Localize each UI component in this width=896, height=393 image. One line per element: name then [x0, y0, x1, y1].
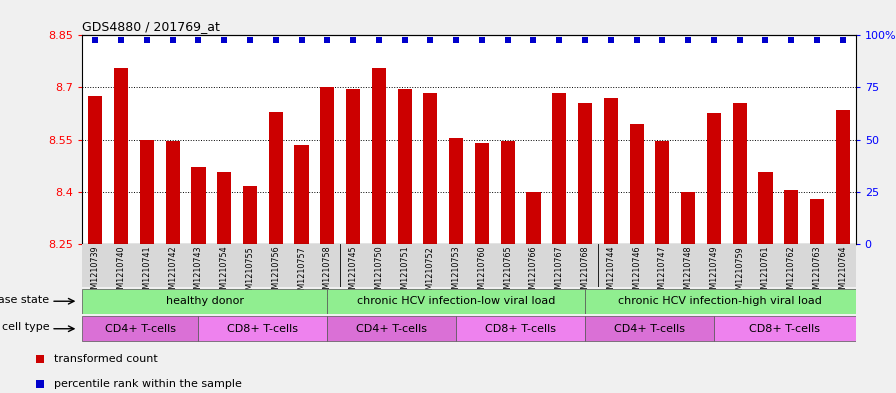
Text: healthy donor: healthy donor — [166, 296, 244, 306]
Text: CD8+ T-cells: CD8+ T-cells — [749, 324, 821, 334]
Text: GSM1210741: GSM1210741 — [142, 246, 151, 299]
Text: GSM1210744: GSM1210744 — [607, 246, 616, 299]
Text: CD8+ T-cells: CD8+ T-cells — [228, 324, 298, 334]
Bar — [398, 89, 411, 244]
Bar — [630, 124, 643, 244]
Bar — [140, 140, 154, 244]
Text: GSM1210758: GSM1210758 — [323, 246, 332, 299]
Bar — [423, 93, 437, 244]
Text: CD8+ T-cells: CD8+ T-cells — [485, 324, 556, 334]
Text: GSM1210759: GSM1210759 — [736, 246, 745, 299]
Text: chronic HCV infection-low viral load: chronic HCV infection-low viral load — [357, 296, 556, 306]
Text: GSM1210762: GSM1210762 — [787, 246, 796, 299]
Text: GSM1210755: GSM1210755 — [246, 246, 254, 299]
Bar — [327, 316, 456, 342]
Bar — [217, 173, 231, 244]
Bar — [681, 191, 695, 244]
Text: percentile rank within the sample: percentile rank within the sample — [54, 379, 242, 389]
Bar — [269, 112, 283, 244]
Text: CD4+ T-cells: CD4+ T-cells — [614, 324, 685, 334]
Bar — [585, 288, 856, 314]
Text: GSM1210740: GSM1210740 — [116, 246, 125, 299]
Bar — [758, 173, 772, 244]
Text: GSM1210767: GSM1210767 — [555, 246, 564, 299]
Bar — [604, 98, 618, 244]
Text: GSM1210752: GSM1210752 — [426, 246, 435, 299]
Text: GSM1210756: GSM1210756 — [271, 246, 280, 299]
Bar — [449, 138, 463, 244]
Text: GSM1210750: GSM1210750 — [375, 246, 383, 299]
Text: GSM1210747: GSM1210747 — [658, 246, 667, 299]
Text: GSM1210745: GSM1210745 — [349, 246, 358, 299]
Bar — [320, 87, 334, 244]
Bar — [552, 93, 566, 244]
Text: GSM1210761: GSM1210761 — [761, 246, 770, 299]
Bar — [114, 68, 128, 244]
Text: GDS4880 / 201769_at: GDS4880 / 201769_at — [82, 20, 220, 33]
Bar — [88, 96, 102, 244]
Bar — [192, 167, 205, 244]
Text: GSM1210739: GSM1210739 — [90, 246, 99, 299]
Bar — [82, 288, 327, 314]
Text: GSM1210764: GSM1210764 — [839, 246, 848, 299]
Bar — [372, 68, 386, 244]
Bar — [346, 89, 360, 244]
Text: GSM1210765: GSM1210765 — [504, 246, 513, 299]
Text: cell type: cell type — [2, 322, 49, 332]
Text: GSM1210757: GSM1210757 — [297, 246, 306, 299]
Bar — [198, 316, 327, 342]
Bar — [295, 145, 308, 244]
Text: GSM1210748: GSM1210748 — [684, 246, 693, 299]
Bar — [784, 190, 798, 244]
Text: GSM1210754: GSM1210754 — [220, 246, 228, 299]
Bar — [243, 186, 257, 244]
Bar — [707, 114, 721, 244]
Text: transformed count: transformed count — [54, 354, 158, 364]
Text: disease state: disease state — [0, 295, 49, 305]
Text: GSM1210768: GSM1210768 — [581, 246, 590, 299]
Bar — [327, 288, 585, 314]
Text: GSM1210763: GSM1210763 — [813, 246, 822, 299]
Bar — [82, 316, 198, 342]
Bar — [585, 316, 714, 342]
Text: GSM1210749: GSM1210749 — [710, 246, 719, 299]
Bar — [527, 191, 540, 244]
Bar — [501, 141, 515, 244]
Bar — [714, 316, 856, 342]
Bar — [578, 103, 592, 244]
Text: chronic HCV infection-high viral load: chronic HCV infection-high viral load — [618, 296, 823, 306]
Bar — [836, 110, 850, 244]
Bar — [166, 141, 180, 244]
Text: GSM1210766: GSM1210766 — [529, 246, 538, 299]
Bar — [475, 143, 489, 244]
Text: GSM1210753: GSM1210753 — [452, 246, 461, 299]
Text: CD4+ T-cells: CD4+ T-cells — [105, 324, 176, 334]
Text: GSM1210760: GSM1210760 — [478, 246, 487, 299]
Bar — [733, 103, 746, 244]
Bar — [655, 141, 669, 244]
Text: CD4+ T-cells: CD4+ T-cells — [357, 324, 427, 334]
Text: GSM1210743: GSM1210743 — [194, 246, 202, 299]
Text: GSM1210742: GSM1210742 — [168, 246, 177, 299]
Bar — [810, 198, 824, 244]
Text: GSM1210746: GSM1210746 — [632, 246, 642, 299]
Text: GSM1210751: GSM1210751 — [401, 246, 409, 299]
Bar — [456, 316, 585, 342]
